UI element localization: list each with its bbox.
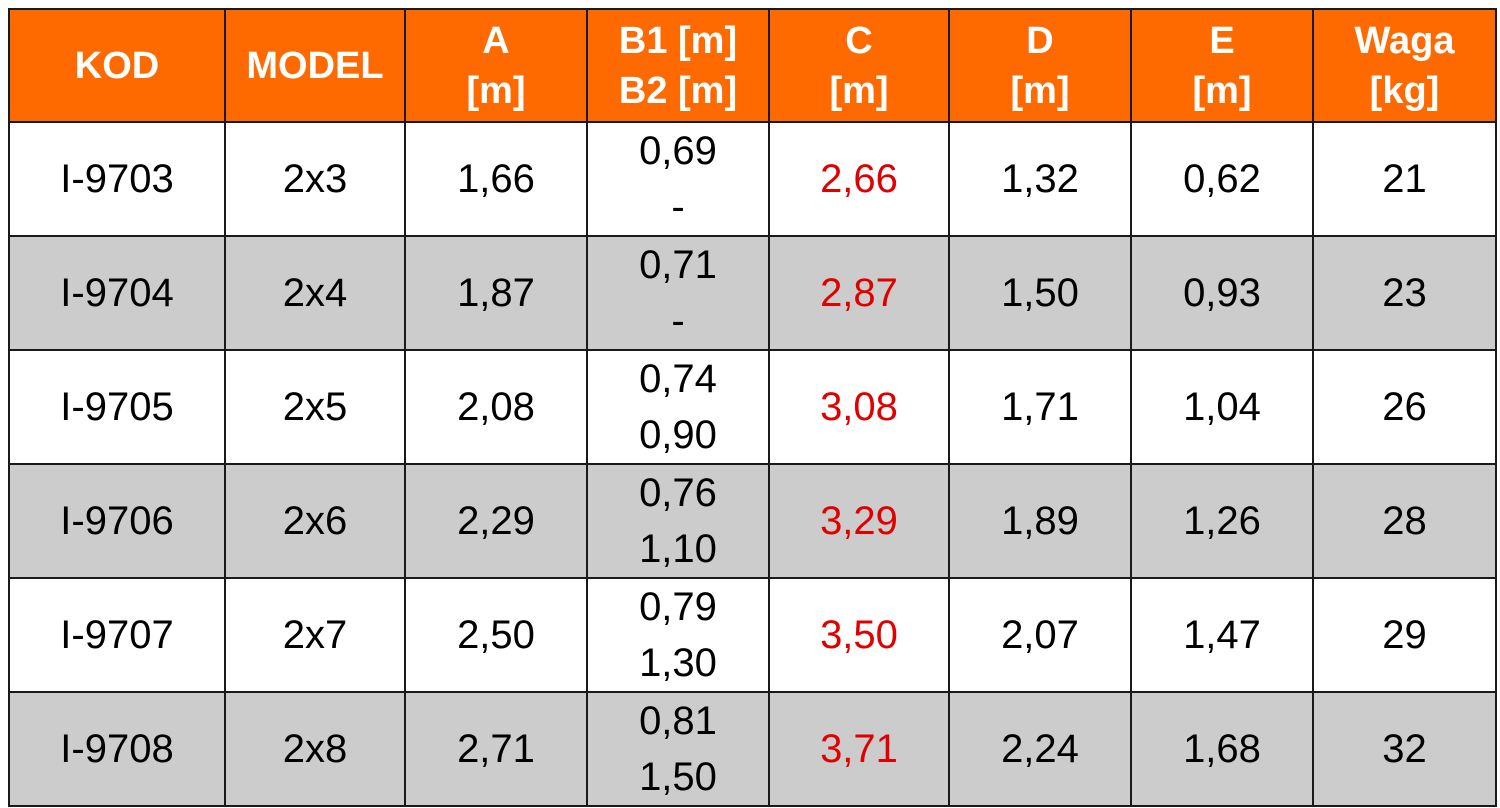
cell-c: 3,50 [768,577,950,693]
table-body: I-9703 2x3 1,66 0,69 - 2,66 1,32 0,62 21… [8,121,1497,807]
cell-b: 0,71 - [586,235,770,351]
header-e: E [m] [1130,8,1314,123]
cell-b1: 0,71 [639,243,717,287]
header-row: KOD MODEL A [m] B1 [m] B2 [m] C [m] D [m… [8,8,1497,123]
cell-b1: 0,69 [639,129,717,173]
cell-d: 1,32 [948,121,1132,237]
cell-waga: 32 [1312,691,1497,807]
cell-kod: I-9707 [8,577,226,693]
cell-b2: - [671,185,685,229]
cell-a: 1,87 [404,235,588,351]
cell-b2: - [671,299,685,343]
header-waga-unit: [kg] [1369,69,1440,112]
table-row: I-9707 2x7 2,50 0,79 1,30 3,50 2,07 1,47… [8,577,1497,693]
cell-c: 2,66 [768,121,950,237]
cell-model: 2x3 [224,121,406,237]
cell-e: 1,26 [1130,463,1314,579]
cell-b2: 1,30 [639,641,717,685]
cell-b: 0,74 0,90 [586,349,770,465]
cell-d: 1,71 [948,349,1132,465]
table-row: I-9706 2x6 2,29 0,76 1,10 3,29 1,89 1,26… [8,463,1497,579]
header-a-unit: [m] [466,69,526,112]
cell-c: 3,29 [768,463,950,579]
cell-kod: I-9705 [8,349,226,465]
header-a: A [m] [404,8,588,123]
cell-b2: 1,50 [639,755,717,799]
cell-d: 1,89 [948,463,1132,579]
table-header: KOD MODEL A [m] B1 [m] B2 [m] C [m] D [m… [8,8,1497,123]
header-d: D [m] [948,8,1132,123]
header-waga-label: Waga [1354,19,1455,62]
cell-a: 2,08 [404,349,588,465]
cell-a: 2,29 [404,463,588,579]
cell-b1: 0,74 [639,357,717,401]
header-d-label: D [1026,19,1054,62]
cell-c: 3,08 [768,349,950,465]
cell-d: 2,07 [948,577,1132,693]
cell-c: 2,87 [768,235,950,351]
cell-b2: 0,90 [639,413,717,457]
header-c-unit: [m] [829,69,889,112]
cell-b: 0,76 1,10 [586,463,770,579]
cell-model: 2x4 [224,235,406,351]
header-c-label: C [845,19,873,62]
header-waga: Waga [kg] [1312,8,1497,123]
table-row: I-9704 2x4 1,87 0,71 - 2,87 1,50 0,93 23 [8,235,1497,351]
cell-model: 2x7 [224,577,406,693]
header-c: C [m] [768,8,950,123]
header-e-label: E [1209,19,1235,62]
cell-b2: 1,10 [639,527,717,571]
header-model: MODEL [224,8,406,123]
header-e-unit: [m] [1192,69,1252,112]
cell-model: 2x6 [224,463,406,579]
cell-e: 1,68 [1130,691,1314,807]
cell-b: 0,81 1,50 [586,691,770,807]
cell-kod: I-9708 [8,691,226,807]
cell-e: 1,47 [1130,577,1314,693]
cell-waga: 21 [1312,121,1497,237]
table-row: I-9703 2x3 1,66 0,69 - 2,66 1,32 0,62 21 [8,121,1497,237]
header-b: B1 [m] B2 [m] [586,8,770,123]
cell-model: 2x5 [224,349,406,465]
cell-a: 2,50 [404,577,588,693]
cell-model: 2x8 [224,691,406,807]
cell-kod: I-9703 [8,121,226,237]
cell-waga: 28 [1312,463,1497,579]
header-d-unit: [m] [1010,69,1070,112]
cell-b1: 0,79 [639,585,717,629]
header-b1-label: B1 [m] [618,19,738,62]
cell-d: 1,50 [948,235,1132,351]
header-a-label: A [482,19,510,62]
cell-b1: 0,76 [639,471,717,515]
table-row: I-9705 2x5 2,08 0,74 0,90 3,08 1,71 1,04… [8,349,1497,465]
cell-kod: I-9704 [8,235,226,351]
cell-waga: 29 [1312,577,1497,693]
header-b2-label: B2 [m] [618,69,738,112]
cell-b: 0,69 - [586,121,770,237]
cell-b1: 0,81 [639,699,717,743]
cell-b: 0,79 1,30 [586,577,770,693]
cell-waga: 23 [1312,235,1497,351]
cell-d: 2,24 [948,691,1132,807]
header-kod: KOD [8,8,226,123]
cell-a: 2,71 [404,691,588,807]
table-row: I-9708 2x8 2,71 0,81 1,50 3,71 2,24 1,68… [8,691,1497,807]
cell-waga: 26 [1312,349,1497,465]
cell-e: 0,93 [1130,235,1314,351]
cell-kod: I-9706 [8,463,226,579]
cell-a: 1,66 [404,121,588,237]
spec-table: KOD MODEL A [m] B1 [m] B2 [m] C [m] D [m… [8,8,1497,807]
cell-e: 0,62 [1130,121,1314,237]
cell-e: 1,04 [1130,349,1314,465]
cell-c: 3,71 [768,691,950,807]
